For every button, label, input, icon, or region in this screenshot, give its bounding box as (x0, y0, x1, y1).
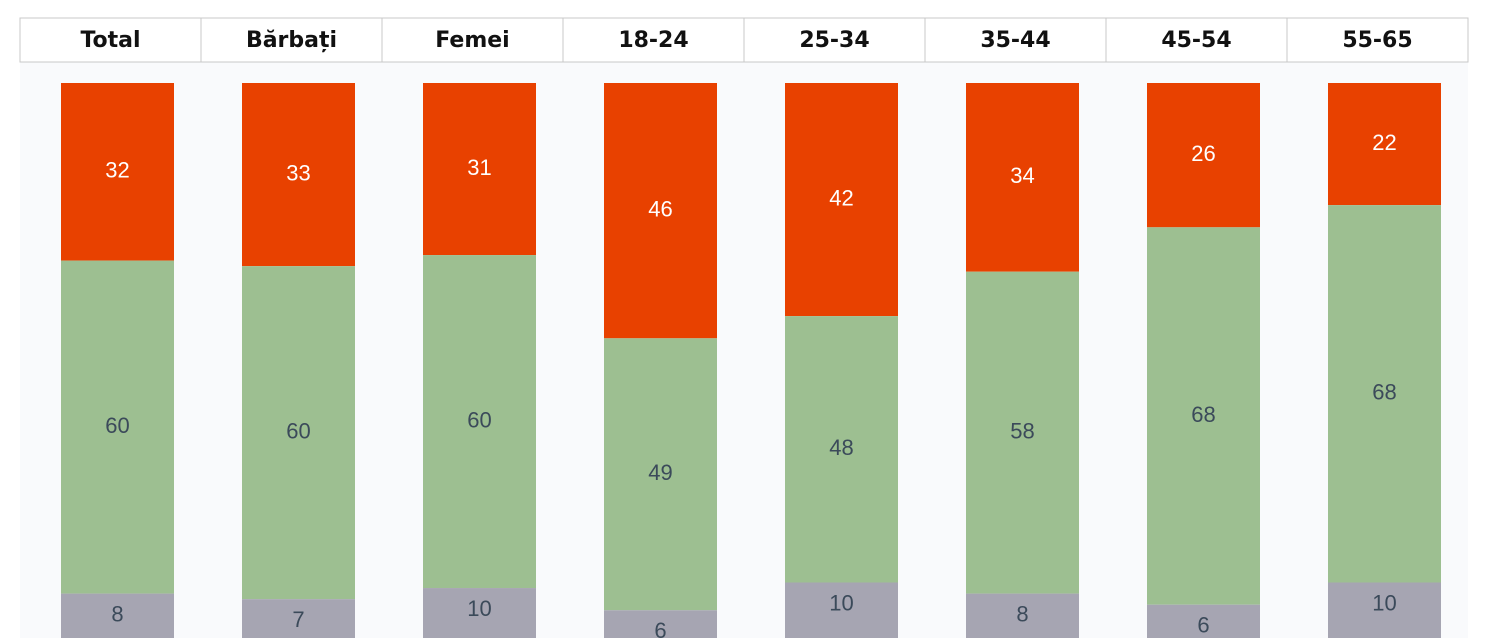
bar-segment (604, 83, 717, 339)
column-header: Bărbați (246, 28, 337, 53)
column-header: Femei (435, 28, 509, 53)
bar-segment (423, 83, 536, 256)
data-label: 42 (829, 185, 853, 210)
bar-segment (604, 338, 717, 611)
data-label: 8 (111, 601, 123, 626)
bar-segment (1328, 582, 1441, 638)
bar-segment (1147, 83, 1260, 228)
bar-segment (1147, 604, 1260, 638)
data-label: 8 (1016, 601, 1028, 626)
data-label: 60 (105, 413, 129, 438)
bar-segment (423, 255, 536, 589)
bar-segment (966, 271, 1079, 594)
column-header: 45-54 (1161, 28, 1231, 53)
column-header: Total (80, 28, 140, 53)
data-label: 6 (1197, 613, 1209, 638)
bar-segment (61, 83, 174, 261)
bar-segment (785, 316, 898, 583)
bar-segment (1147, 227, 1260, 605)
bar-segment (604, 610, 717, 638)
bar-segment (966, 83, 1079, 272)
bar-segment (966, 593, 1079, 638)
data-label: 26 (1191, 141, 1215, 166)
data-label: 48 (829, 435, 853, 460)
data-label: 68 (1372, 380, 1396, 405)
data-label: 10 (829, 590, 853, 615)
bar-segment (61, 593, 174, 638)
column-header: 18-24 (618, 28, 688, 53)
bar-segment (242, 599, 355, 638)
column-header: 35-44 (980, 28, 1050, 53)
data-label: 34 (1010, 163, 1034, 188)
data-label: 60 (467, 407, 491, 432)
data-label: 32 (105, 158, 129, 183)
data-label: 31 (467, 155, 491, 180)
bar-segment (423, 588, 536, 638)
data-label: 46 (648, 196, 672, 221)
bar-segment (242, 266, 355, 600)
data-label: 33 (286, 160, 310, 185)
column-header: 55-65 (1342, 28, 1412, 53)
data-label: 6 (654, 618, 666, 638)
column-header: 25-34 (799, 28, 869, 53)
data-label: 58 (1010, 418, 1034, 443)
bar-segment (61, 260, 174, 594)
data-label: 60 (286, 418, 310, 443)
data-label: 68 (1191, 402, 1215, 427)
bar-segment (1328, 205, 1441, 583)
data-label: 10 (467, 596, 491, 621)
data-label: 49 (648, 460, 672, 485)
bar-segment (785, 582, 898, 638)
bar-segment (1328, 83, 1441, 206)
data-label: 7 (292, 607, 304, 632)
data-label: 10 (1372, 590, 1396, 615)
data-label: 22 (1372, 130, 1396, 155)
bar-segment (785, 83, 898, 317)
bar-segment (242, 83, 355, 267)
